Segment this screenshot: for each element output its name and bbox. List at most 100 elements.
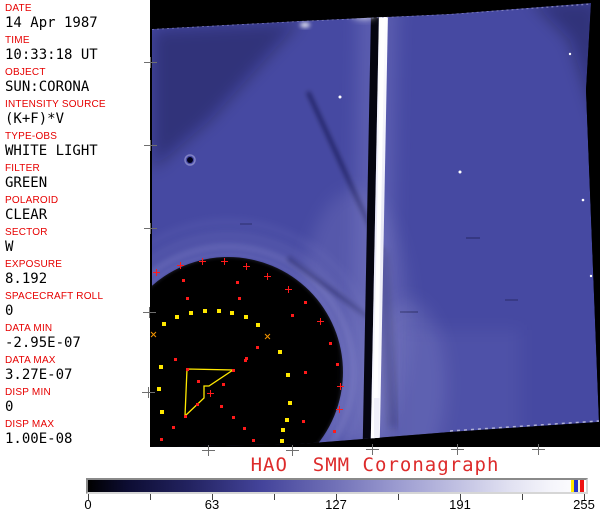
grid-plus-mark (144, 140, 157, 151)
grid-plus-mark (142, 387, 155, 398)
field-label: SPACECRAFT ROLL (5, 291, 104, 302)
fiducial-dot-yellow (217, 309, 221, 313)
fiducial-dot-red (256, 346, 259, 349)
fiducial-dot-yellow (285, 418, 289, 422)
colorbar-tick (274, 494, 275, 500)
metadata-field-time: TIME 10:33:18 UT (5, 34, 150, 66)
field-value: W (5, 239, 14, 255)
field-label: TIME (5, 35, 30, 46)
field-label: DISP MAX (5, 419, 55, 430)
field-value: 0 (5, 399, 14, 415)
metadata-field-spacecraft-roll: SPACECRAFT ROLL 0 (5, 290, 150, 322)
coronagraph-art (152, 3, 599, 447)
fiducial-dot-red (197, 380, 200, 383)
field-label: DATA MAX (5, 355, 56, 366)
grid-plus-mark (144, 223, 157, 234)
fiducial-dot-yellow (280, 439, 284, 443)
metadata-field-filter: FILTER GREEN (5, 162, 150, 194)
grid-plus-mark (202, 445, 215, 456)
fiducial-dot-red (252, 439, 255, 442)
stripe-blue (574, 480, 578, 492)
fiducial-dot-red (291, 314, 294, 317)
colorbar-label: 127 (325, 497, 347, 512)
fiducial-dot-yellow (281, 428, 285, 432)
fiducial-dot-red (244, 359, 247, 362)
grid-plus-mark (143, 307, 156, 318)
fiducial-dot-red (302, 420, 305, 423)
fiducial-dot-red (160, 438, 163, 441)
fiducial-dot-red (304, 371, 307, 374)
fiducial-dot-red (196, 403, 199, 406)
fiducial-cross-red (199, 258, 206, 265)
metadata-field-type-obs: TYPE-OBS WHITE LIGHT (5, 130, 150, 162)
fiducial-dot-yellow (244, 315, 248, 319)
fiducial-dot-red (182, 279, 185, 282)
fiducial-cross-red (264, 273, 271, 280)
grid-plus-mark (451, 444, 464, 455)
colorbar (86, 478, 588, 494)
field-value: GREEN (5, 175, 48, 191)
field-label: POLAROID (5, 195, 59, 206)
field-label: EXPOSURE (5, 259, 63, 270)
field-value: 14 Apr 1987 (5, 15, 98, 31)
metadata-field-intensity-source: INTENSITY SOURCE (K+F)*V (5, 98, 150, 130)
fiducial-cross-red (221, 258, 228, 265)
metadata-sidebar: DATE 14 Apr 1987 TIME 10:33:18 UT OBJECT SUN:… (0, 0, 150, 455)
metadata-field-polaroid: POLAROID CLEAR (5, 194, 150, 226)
grid-plus-mark (366, 444, 379, 455)
metadata-field-exposure: EXPOSURE 8.192 (5, 258, 150, 290)
occulter-arm (349, 5, 399, 445)
field-value: SUN:CORONA (5, 79, 90, 95)
metadata-field-object: OBJECT SUN:CORONA (5, 66, 150, 98)
colorbar-label: 0 (84, 497, 92, 512)
field-value: WHITE LIGHT (5, 143, 98, 159)
fiducial-dot-red (184, 415, 187, 418)
fiducial-dot-red (245, 357, 248, 360)
fiducial-cross-red (177, 262, 184, 269)
field-label: OBJECT (5, 67, 46, 78)
image-title: HAO SMM Coronagraph (250, 454, 500, 476)
fiducial-dot-red (236, 281, 239, 284)
fiducial-cross-red (336, 406, 343, 413)
fiducial-dot-yellow (160, 410, 164, 414)
fiducial-dot-yellow (189, 311, 193, 315)
colorbar-saturation-stripes (571, 480, 586, 492)
colorbar-label: 63 (204, 497, 220, 512)
field-value: 1.00E-08 (5, 431, 73, 447)
grid-plus-mark (532, 444, 545, 455)
fiducial-dot-red (333, 430, 336, 433)
colorbar-label: 191 (449, 497, 471, 512)
fiducial-dot-red (304, 301, 307, 304)
fiducial-dot-red (220, 405, 223, 408)
field-value: 0 (5, 303, 14, 319)
occulting-disk (152, 257, 343, 447)
metadata-field-date: DATE 14 Apr 1987 (5, 2, 150, 34)
colorbar-tick (150, 494, 151, 500)
field-value: 8.192 (5, 271, 48, 287)
fiducial-cross-red (207, 390, 214, 397)
field-label: DISP MIN (5, 387, 51, 398)
coronagraph-image (150, 0, 600, 447)
fiducial-dot-yellow (230, 311, 234, 315)
colorbar-label: 255 (573, 497, 595, 512)
field-label: FILTER (5, 163, 40, 174)
field-label: SECTOR (5, 227, 48, 238)
fiducial-dot-red (238, 297, 241, 300)
fiducial-dot-yellow (278, 350, 282, 354)
fiducial-dot-yellow (175, 315, 179, 319)
field-value: CLEAR (5, 207, 48, 223)
colorbar-tick (584, 494, 585, 500)
colorbar-tick (212, 494, 213, 500)
arm-ghost-line (374, 398, 380, 444)
fiducial-dot-yellow (162, 322, 166, 326)
colorbar-tick (460, 494, 461, 500)
stripe-yellow (571, 480, 574, 492)
colorbar-tick (336, 494, 337, 500)
metadata-field-disp-max: DISP MAX 1.00E-08 (5, 418, 150, 450)
fiducial-cross-red (317, 318, 324, 325)
grid-plus-mark (144, 57, 157, 68)
field-value: 3.27E-07 (5, 367, 73, 383)
field-value: 10:33:18 UT (5, 47, 98, 63)
fiducial-dot-yellow (159, 365, 163, 369)
